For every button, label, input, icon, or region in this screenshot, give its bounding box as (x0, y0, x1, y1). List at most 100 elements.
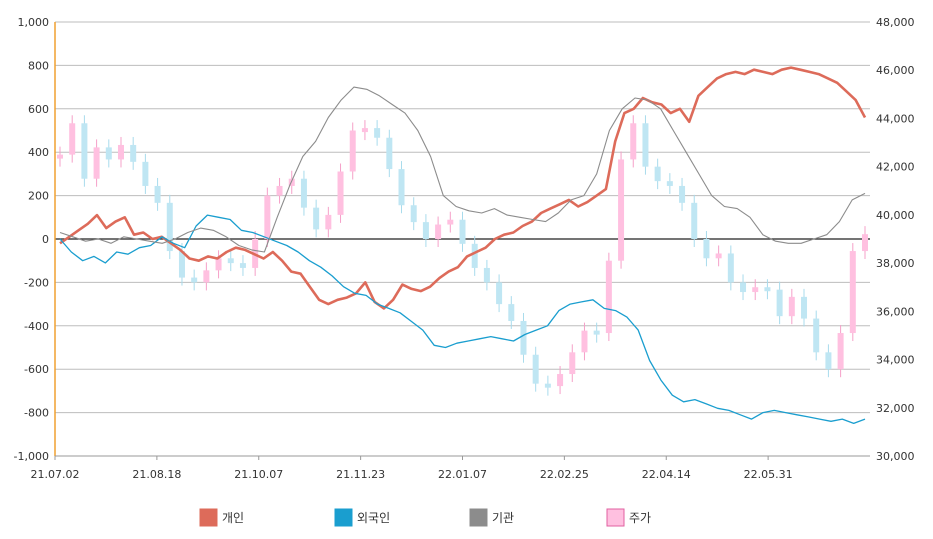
axes: 1,000 800 600 400 200 0 -200 -400 -600 -800 -1,000… (14, 16, 915, 481)
price-candle (386, 137, 393, 170)
legend-label: 기관 (492, 511, 514, 525)
x-tick-label: 21.11.23 (336, 468, 385, 481)
price-candle (349, 130, 356, 172)
left-tick-label: 1,000 (18, 16, 50, 29)
price-candle (422, 222, 429, 239)
price-candle (605, 260, 612, 334)
price-candle (276, 185, 283, 196)
left-tick-label: -400 (24, 320, 49, 333)
price-candle (215, 258, 222, 271)
price-candle (691, 202, 698, 239)
right-tick-label: 40,000 (876, 209, 915, 222)
series-line-foreign (59, 214, 866, 425)
legend-swatch (334, 508, 353, 527)
price-candle (642, 123, 649, 167)
price-candle (654, 166, 661, 182)
price-candle (557, 374, 564, 387)
legend-swatch (606, 508, 625, 527)
price-candle (825, 352, 832, 370)
price-candle (191, 277, 198, 283)
price-candle (862, 234, 868, 252)
right-tick-label: 38,000 (876, 257, 915, 270)
price-candle (313, 207, 320, 230)
price-candle (227, 258, 234, 264)
price-candle (410, 205, 417, 223)
legend-label: 주가 (629, 511, 651, 525)
legend-swatch (469, 508, 488, 527)
right-tick-label: 30,000 (876, 450, 915, 463)
price-candle (703, 239, 710, 259)
price-candle (679, 185, 686, 203)
price-candle (740, 282, 747, 293)
right-tick-label: 44,000 (876, 112, 915, 125)
price-candle (520, 320, 527, 355)
left-tick-label: -200 (24, 276, 49, 289)
price-candle (496, 282, 503, 305)
price-candle (398, 169, 405, 206)
price-candle (300, 178, 307, 208)
price-candle (776, 289, 783, 317)
legend-label: 개인 (222, 511, 244, 525)
price-candle (166, 202, 173, 252)
left-tick-label: -1,000 (14, 450, 49, 463)
price-candle (727, 253, 734, 283)
price-candle (849, 251, 856, 334)
price-candle (130, 144, 137, 162)
price-candle (581, 330, 588, 353)
price-candle (813, 318, 820, 353)
price-candle (142, 161, 149, 186)
price-candle (569, 352, 576, 375)
price-candle (801, 296, 808, 319)
right-tick-label: 36,000 (876, 305, 915, 318)
price-candle (81, 123, 88, 179)
price-candles (57, 115, 868, 396)
price-candle (288, 178, 295, 186)
price-candle (447, 219, 454, 225)
series-line-institution (59, 86, 866, 253)
price-candle (361, 128, 368, 133)
right-tick-label: 46,000 (876, 64, 915, 77)
price-candle (239, 263, 246, 268)
price-candle (57, 154, 63, 159)
price-candle (325, 214, 332, 230)
price-candle (117, 144, 124, 160)
right-tick-label: 34,000 (876, 354, 915, 367)
legend: 개인 외국인 기관 주가 (199, 508, 651, 527)
price-candle (374, 128, 381, 138)
price-candle (752, 287, 759, 293)
price-candle (483, 267, 490, 283)
right-tick-label: 42,000 (876, 161, 915, 174)
left-tick-label: 600 (28, 103, 49, 116)
price-candle (264, 195, 271, 239)
left-tick-label: 800 (28, 59, 49, 72)
x-tick-label: 22.02.25 (540, 468, 589, 481)
price-candle (764, 287, 771, 292)
price-candle (593, 330, 600, 335)
x-tick-label: 21.10.07 (234, 468, 283, 481)
left-tick-label: -600 (24, 363, 49, 376)
price-candle (715, 253, 722, 259)
legend-swatch (199, 508, 218, 527)
left-tick-label: 400 (28, 146, 49, 159)
price-candle (837, 333, 844, 370)
x-tick-label: 22.01.07 (438, 468, 487, 481)
x-tick-label: 21.07.02 (31, 468, 80, 481)
price-candle (630, 123, 637, 160)
x-tick-label: 21.08.18 (132, 468, 181, 481)
left-tick-label: 0 (42, 233, 49, 246)
price-candle (154, 185, 161, 203)
price-candle (532, 354, 539, 384)
price-candle (788, 296, 795, 317)
price-candle (178, 251, 185, 278)
price-candle (666, 181, 673, 186)
price-candle (508, 304, 515, 321)
price-candle (618, 159, 625, 261)
x-tick-label: 22.04.14 (642, 468, 691, 481)
price-candle (459, 219, 466, 244)
price-candle (93, 147, 100, 179)
right-tick-label: 32,000 (876, 402, 915, 415)
x-tick-label: 22.05.31 (744, 468, 793, 481)
price-candle (105, 147, 112, 160)
